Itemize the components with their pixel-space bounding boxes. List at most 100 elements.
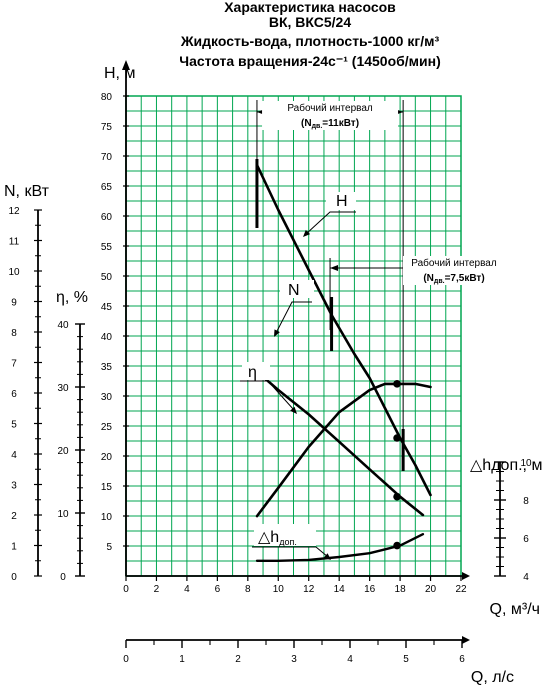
leader-h	[305, 211, 356, 235]
x-axis-label: Q, м³/ч	[490, 601, 540, 618]
n-tick-label: 7	[11, 359, 17, 370]
x-tick-label: 8	[245, 584, 251, 595]
n-tick-label: 8	[11, 328, 17, 339]
h-tick-label: 70	[101, 152, 113, 163]
h-tick-label: 80	[101, 92, 113, 103]
n-axis-label: N, кВт	[4, 183, 50, 200]
h-tick-label: 25	[101, 422, 113, 433]
dh-tick-label: 6	[523, 534, 529, 545]
leader-eta-arrow	[290, 406, 297, 414]
leader-n	[275, 301, 312, 334]
interval-7-5-arrow-left	[330, 265, 339, 271]
h-tick-label: 65	[101, 182, 113, 193]
curve-H	[255, 163, 432, 497]
n-tick-label: 10	[8, 267, 20, 278]
h-tick-label: 30	[101, 392, 113, 403]
interval-11-label-bg	[262, 101, 399, 130]
x-tick-label: 12	[303, 584, 315, 595]
leader-dh-arrow	[323, 553, 331, 560]
x2-tick-label: 3	[291, 654, 297, 665]
interval-7-5-label-line1: Рабочий интервал	[411, 257, 497, 269]
label-n-bg	[280, 280, 314, 298]
x2-axis-arrow	[462, 636, 470, 644]
x-tick-label: 0	[123, 584, 129, 595]
dh-axis-label: △hдоп., м	[470, 457, 542, 474]
x2-tick-label: 6	[459, 654, 465, 665]
x2-tick-label: 2	[235, 654, 241, 665]
x2-tick-label: 0	[123, 654, 129, 665]
eta-tick-label: 20	[57, 446, 69, 457]
h-tick-label: 35	[101, 362, 113, 373]
x-tick-label: 22	[455, 584, 467, 595]
h-tick-label: 45	[101, 302, 113, 313]
leader-eta	[240, 380, 295, 411]
n-tick-label: 4	[11, 450, 17, 461]
chart-title-line-4: Частота вращения-24с⁻¹ (1450об/мин)	[179, 53, 441, 69]
x-tick-label: 2	[154, 584, 160, 595]
h-tick-label: 15	[101, 482, 113, 493]
chart-title-line-1: Характеристика насосов	[224, 0, 396, 15]
label-h: H	[336, 193, 348, 210]
n-tick-label: 5	[11, 420, 17, 431]
eta-tick-label: 10	[57, 509, 69, 520]
x-tick-label: 20	[425, 584, 437, 595]
eta-tick-label: 40	[57, 320, 69, 331]
label-eta-bg	[242, 362, 270, 380]
eta-tick-label: 0	[60, 572, 66, 583]
x2-tick-label: 5	[403, 654, 409, 665]
curve-eta	[255, 382, 432, 518]
n-tick-label: 1	[11, 542, 17, 553]
h-tick-label: 60	[101, 212, 113, 223]
interval-11-label-line1: Рабочий интервал	[287, 102, 373, 114]
curves	[255, 159, 432, 562]
leader-dh	[252, 546, 329, 558]
leader-n-arrow	[274, 329, 280, 337]
h-tick-label: 5	[106, 542, 112, 553]
eta-axis-label: η, %	[56, 289, 88, 306]
h-tick-label: 50	[101, 272, 113, 283]
annotations: Рабочий интервал (Nдв.=11кВт) Рабочий инте…	[256, 100, 505, 444]
n-tick-label: 3	[11, 481, 17, 492]
h-tick-label: 40	[101, 332, 113, 343]
chart-title-line-3: Жидкость-вода, плотность-1000 кг/м³	[180, 33, 440, 49]
point-H	[393, 434, 401, 442]
dh-tick-label: 4	[523, 572, 529, 583]
x-tick-label: 6	[215, 584, 221, 595]
chart-title-line-2: ВК, ВКС5/24	[268, 14, 352, 30]
x2-tick-label: 4	[347, 654, 353, 665]
point-N	[393, 492, 401, 501]
point-eta	[393, 380, 401, 388]
x-axis-arrow	[462, 572, 470, 580]
dh-tick-label: 10	[520, 458, 532, 469]
label-dh: △hдоп.	[258, 529, 297, 547]
h-axis-arrow	[122, 60, 130, 70]
x2-axis-label: Q, л/с	[471, 669, 514, 686]
interval-7-5-label-line2: (Nдв.=7,5кВт)	[423, 273, 484, 285]
point-dh	[393, 541, 401, 550]
n-tick-label: 2	[11, 511, 17, 522]
dh-tick-label: 8	[523, 496, 529, 507]
n-tick-label: 6	[11, 389, 17, 400]
label-n: N	[288, 282, 300, 299]
interval-11-label-line2: (Nдв.=11кВт)	[301, 118, 359, 130]
eta-tick-label: 30	[57, 383, 69, 394]
labels: H Nη △hдоп.	[240, 192, 356, 560]
h-axis-label: H, м	[104, 65, 135, 82]
x-tick-label: 4	[184, 584, 190, 595]
n-tick-label: 11	[9, 237, 20, 248]
interval-7-5-label-bg	[403, 256, 505, 285]
label-h-bg	[326, 192, 356, 210]
label-eta: η	[248, 364, 257, 381]
h-tick-label: 55	[101, 242, 113, 253]
x-tick-label: 14	[334, 584, 346, 595]
x-tick-label: 18	[395, 584, 407, 595]
h-tick-label: 10	[101, 512, 113, 523]
label-dh-bg	[254, 524, 316, 546]
x-tick-label: 16	[364, 584, 376, 595]
leader-h-arrow	[303, 229, 311, 237]
x2-tick-label: 1	[179, 654, 185, 665]
n-tick-label: 12	[8, 206, 20, 217]
n-tick-label: 0	[11, 572, 17, 583]
h-tick-label: 75	[101, 122, 113, 133]
